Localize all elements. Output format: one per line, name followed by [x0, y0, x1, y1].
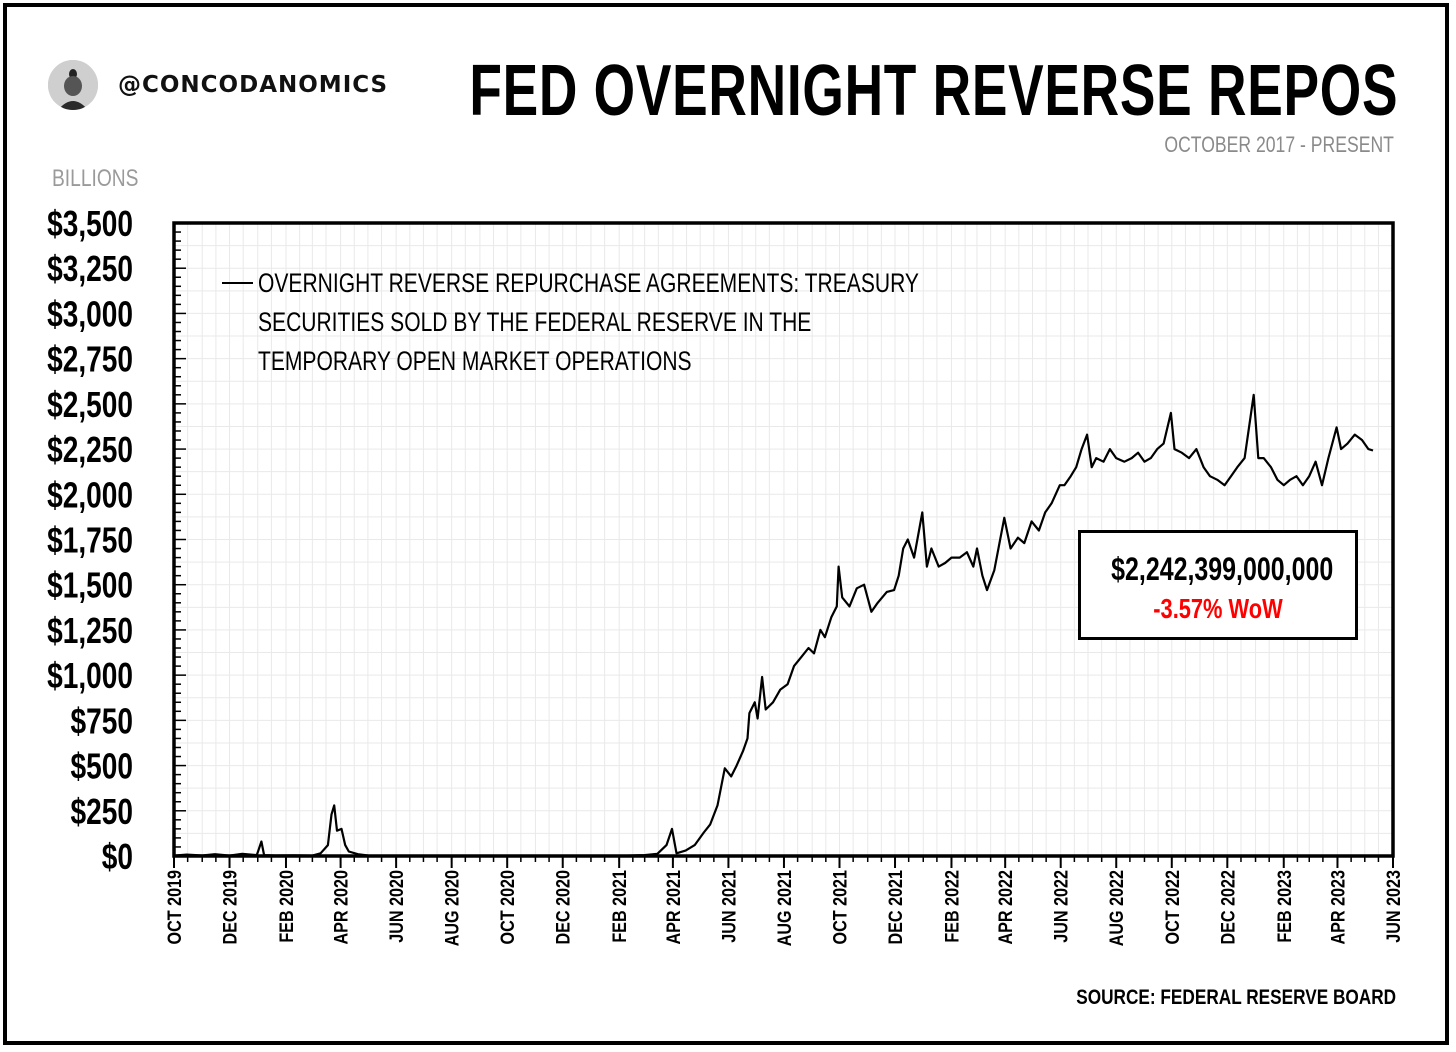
- author-handle: @CONCODANOMICS: [118, 72, 389, 98]
- author-avatar: [48, 60, 98, 110]
- x-tick-label: FEB 2020: [276, 870, 298, 943]
- x-tick-label: FEB 2023: [1274, 870, 1296, 943]
- legend-line: TEMPORARY OPEN MARKET OPERATIONS: [258, 347, 692, 377]
- y-tick-label: $1,000: [47, 656, 133, 696]
- x-tick-label: AUG 2021: [774, 870, 796, 946]
- x-tick-label: OCT 2019: [164, 870, 186, 945]
- chart-title: FED OVERNIGHT REVERSE REPOS: [469, 51, 1398, 131]
- chart-grid: [173, 222, 1394, 857]
- y-tick-label: $2,000: [47, 475, 133, 515]
- x-tick-label: JUN 2021: [718, 870, 740, 943]
- x-tick-label: FEB 2021: [609, 870, 631, 943]
- x-tick-label: AUG 2022: [1106, 870, 1128, 946]
- y-tick-label: $3,250: [47, 249, 133, 289]
- x-axis: OCT 2019 DEC 2019 FEB 2020 APR 2020 JUN 2020…: [164, 856, 1405, 946]
- plot-area-border: [172, 221, 1395, 858]
- x-tick-label: OCT 2021: [829, 870, 851, 945]
- x-tick-label: OCT 2022: [1162, 870, 1184, 945]
- legend-entry-reverse-repos: OVERNIGHT REVERSE REPURCHASE AGREEMENTS:…: [258, 269, 919, 377]
- chart-legend: OVERNIGHT REVERSE REPURCHASE AGREEMENTS:…: [222, 269, 919, 377]
- latest-value: $2,242,399,000,000: [1111, 551, 1334, 587]
- y-tick-label: $500: [71, 746, 133, 786]
- x-tick-label: FEB 2022: [941, 870, 963, 943]
- week-over-week-change: -3.57% WoW: [1153, 593, 1283, 624]
- y-axis: $0 $250 $500 $750 $1,000 $1,250 $1,500 $1,750 $2…: [47, 204, 133, 877]
- source-note: SOURCE: FEDERAL RESERVE BOARD: [1076, 986, 1396, 1009]
- x-tick-label: DEC 2021: [885, 870, 907, 945]
- y-tick-label: $2,500: [47, 385, 133, 425]
- x-tick-label: JUN 2022: [1050, 870, 1072, 943]
- x-tick-label: APR 2023: [1327, 870, 1349, 945]
- legend-line: OVERNIGHT REVERSE REPURCHASE AGREEMENTS:…: [258, 269, 919, 299]
- y-tick-label: $1,500: [47, 565, 133, 605]
- x-tick-label: APR 2022: [995, 870, 1017, 945]
- y-tick-label: $0: [102, 837, 133, 877]
- latest-value-annotation: $2,242,399,000,000 -3.57% WoW: [1078, 530, 1358, 640]
- y-tick-label: $250: [71, 791, 133, 831]
- y-axis-units-label: BILLIONS: [52, 165, 139, 192]
- y-tick-label: $2,750: [47, 339, 133, 379]
- avatar-portrait-icon: [48, 60, 98, 110]
- x-tick-label: JUN 2023: [1383, 870, 1405, 943]
- y-tick-label: $1,750: [47, 520, 133, 560]
- x-tick-label: DEC 2020: [552, 870, 574, 945]
- x-tick-label: APR 2021: [663, 870, 685, 945]
- y-tick-label: $1,250: [47, 611, 133, 651]
- y-tick-label: $3,000: [47, 294, 133, 334]
- legend-line: SECURITIES SOLD BY THE FEDERAL RESERVE I…: [258, 308, 811, 338]
- y-tick-label: $750: [71, 701, 133, 741]
- y-axis-minor-ticks: [174, 222, 186, 857]
- chart-subtitle: OCTOBER 2017 - PRESENT: [1164, 132, 1394, 157]
- x-tick-label: OCT 2020: [497, 870, 519, 945]
- x-tick-label: AUG 2020: [441, 870, 463, 946]
- x-tick-label: DEC 2022: [1217, 870, 1239, 945]
- x-tick-label: JUN 2020: [386, 870, 408, 943]
- y-tick-label: $2,250: [47, 430, 133, 470]
- x-tick-label: DEC 2019: [219, 870, 241, 945]
- y-tick-label: $3,500: [47, 204, 133, 244]
- x-tick-label: APR 2020: [330, 870, 352, 945]
- chart-frame: [3, 3, 1449, 1045]
